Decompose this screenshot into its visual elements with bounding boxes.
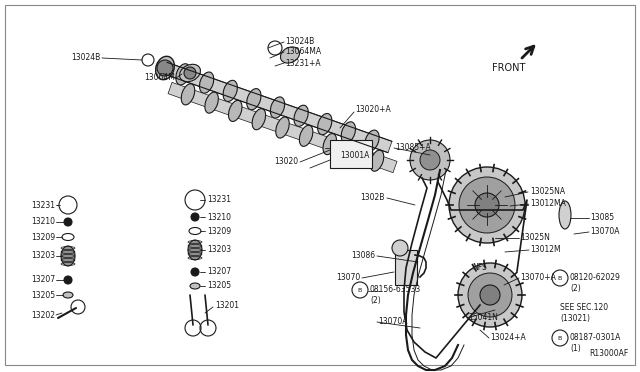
Circle shape	[410, 140, 450, 180]
Circle shape	[64, 218, 72, 226]
Circle shape	[191, 213, 199, 221]
Ellipse shape	[200, 72, 214, 93]
Ellipse shape	[188, 240, 202, 260]
Text: 13085: 13085	[590, 214, 614, 222]
Ellipse shape	[180, 64, 200, 82]
Circle shape	[480, 285, 500, 305]
Circle shape	[458, 263, 522, 327]
Text: FRONT: FRONT	[492, 63, 525, 73]
Polygon shape	[163, 62, 392, 153]
Text: 13064MA: 13064MA	[285, 48, 321, 57]
Text: 08187-0301A: 08187-0301A	[570, 334, 621, 343]
Text: 08156-63533: 08156-63533	[370, 285, 421, 295]
Text: 13202: 13202	[31, 311, 55, 320]
Text: 13209: 13209	[207, 227, 231, 235]
Ellipse shape	[270, 97, 285, 118]
Text: (2): (2)	[570, 283, 580, 292]
Ellipse shape	[247, 89, 261, 110]
Text: SEE SEC.120: SEE SEC.120	[560, 304, 608, 312]
Ellipse shape	[365, 130, 379, 151]
Ellipse shape	[156, 56, 174, 80]
Text: (2): (2)	[370, 295, 381, 305]
Ellipse shape	[205, 92, 218, 113]
Text: 13205: 13205	[31, 291, 55, 299]
Text: 13024+A: 13024+A	[490, 334, 525, 343]
Ellipse shape	[294, 105, 308, 126]
Circle shape	[64, 276, 72, 284]
Ellipse shape	[228, 100, 242, 122]
Text: 13205: 13205	[207, 282, 231, 291]
Text: 13070+A: 13070+A	[520, 273, 556, 282]
Polygon shape	[168, 82, 397, 173]
Circle shape	[184, 67, 196, 79]
Text: 13012MA: 13012MA	[530, 199, 566, 208]
Text: 13025N: 13025N	[520, 234, 550, 243]
Text: R13000AF: R13000AF	[589, 349, 628, 358]
Text: B: B	[358, 288, 362, 292]
Text: 13207: 13207	[207, 267, 231, 276]
Ellipse shape	[190, 283, 200, 289]
Circle shape	[392, 240, 408, 256]
Ellipse shape	[252, 109, 266, 130]
Ellipse shape	[559, 201, 571, 229]
Text: 13203: 13203	[207, 246, 231, 254]
Text: 13203: 13203	[31, 251, 55, 260]
Text: 1302B: 1302B	[360, 193, 385, 202]
Ellipse shape	[300, 125, 313, 146]
Ellipse shape	[341, 122, 355, 143]
Ellipse shape	[63, 292, 73, 298]
Ellipse shape	[61, 246, 75, 266]
Text: 13231: 13231	[31, 201, 55, 209]
Ellipse shape	[280, 47, 300, 63]
Text: 13024B: 13024B	[285, 38, 314, 46]
Text: 13070: 13070	[336, 273, 360, 282]
Circle shape	[459, 177, 515, 233]
Text: 13086: 13086	[351, 251, 375, 260]
Bar	[395, 250, 417, 285]
Bar	[330, 140, 372, 168]
Text: 13070A: 13070A	[378, 317, 408, 327]
Text: 13020: 13020	[274, 157, 298, 167]
Text: (13021): (13021)	[560, 314, 590, 323]
Text: 13210: 13210	[31, 218, 55, 227]
Circle shape	[191, 268, 199, 276]
Text: 13064M: 13064M	[144, 74, 175, 83]
Ellipse shape	[181, 84, 195, 105]
Circle shape	[468, 273, 512, 317]
Text: 13231: 13231	[207, 196, 231, 205]
Text: 13020+A: 13020+A	[355, 106, 391, 115]
Text: 08120-62029: 08120-62029	[570, 273, 621, 282]
Circle shape	[475, 193, 499, 217]
Text: 13012M: 13012M	[530, 246, 561, 254]
Text: 13085+A: 13085+A	[395, 144, 431, 153]
Text: 13209: 13209	[31, 232, 55, 241]
Text: 13207: 13207	[31, 276, 55, 285]
Ellipse shape	[317, 113, 332, 135]
Text: 13210: 13210	[207, 212, 231, 221]
Text: 13201: 13201	[215, 301, 239, 310]
Ellipse shape	[347, 142, 360, 163]
Ellipse shape	[371, 150, 384, 171]
Text: (1): (1)	[570, 343, 580, 353]
Ellipse shape	[223, 80, 237, 102]
Circle shape	[420, 150, 440, 170]
Text: 13024B: 13024B	[71, 54, 100, 62]
Text: 15041N: 15041N	[468, 314, 498, 323]
Circle shape	[157, 60, 173, 76]
Text: 13070A: 13070A	[590, 228, 620, 237]
Text: 13025NA: 13025NA	[530, 187, 565, 196]
Circle shape	[449, 167, 525, 243]
Text: 13231+A: 13231+A	[285, 58, 321, 67]
Text: NFS: NFS	[472, 263, 487, 273]
Text: B: B	[558, 336, 562, 340]
Text: B: B	[558, 276, 562, 280]
Ellipse shape	[323, 134, 337, 155]
Ellipse shape	[176, 64, 190, 85]
Ellipse shape	[276, 117, 289, 138]
Text: 13001A: 13001A	[340, 151, 369, 160]
